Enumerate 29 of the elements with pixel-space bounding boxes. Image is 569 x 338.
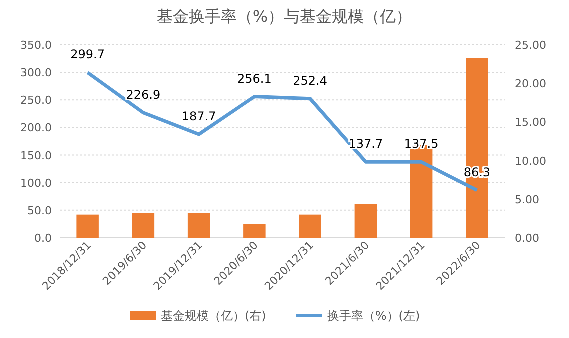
bar (354, 204, 378, 238)
y2-tick-label: 0.00 (515, 232, 540, 245)
y-tick-label: 50.0 (28, 204, 52, 218)
y-tick-label: 200.0 (20, 122, 52, 135)
bar (76, 214, 99, 238)
data-label: 252.4 (293, 74, 328, 88)
bar (132, 213, 155, 238)
bar (466, 58, 488, 238)
bar (299, 214, 322, 238)
y2-tick-label: 25.00 (515, 39, 546, 52)
bar (244, 224, 266, 238)
y-tick-label: 250.0 (20, 94, 52, 108)
y2-tick-label: 20.00 (515, 78, 546, 91)
y-tick-label: 300.0 (20, 66, 52, 80)
y-tick-label: 100.0 (20, 176, 52, 190)
bar (188, 213, 210, 238)
data-label: 299.7 (70, 48, 105, 62)
legend-label: 换手率（%）(左) (327, 309, 420, 323)
data-label: 187.7 (182, 109, 216, 124)
legend-label: 基金规模（亿）(右) (161, 309, 266, 323)
y-tick-label: 350.0 (20, 39, 52, 52)
y-tick-label: 0.0 (34, 232, 52, 245)
y-tick-label: 150.0 (20, 149, 52, 162)
chart-title: 基金换手率（%）与基金规模（亿） (156, 7, 412, 26)
data-label: 226.9 (126, 88, 161, 102)
data-label: 256.1 (238, 72, 272, 86)
y2-tick-label: 15.00 (515, 116, 546, 130)
y2-tick-label: 5.00 (515, 193, 540, 206)
y2-tick-label: 10.00 (515, 154, 546, 168)
